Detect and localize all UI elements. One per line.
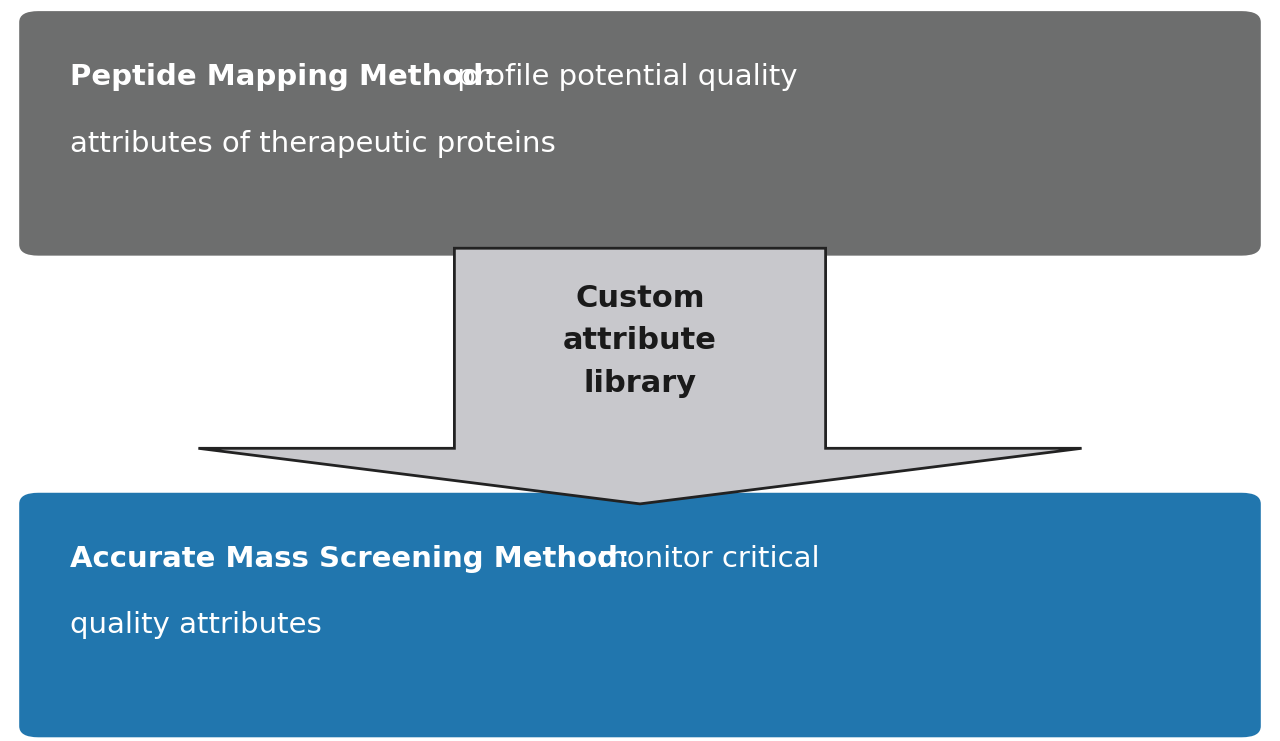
FancyBboxPatch shape	[19, 11, 1261, 256]
Text: monitor critical: monitor critical	[589, 545, 819, 573]
Text: quality attributes: quality attributes	[70, 611, 323, 639]
Text: profile potential quality: profile potential quality	[448, 63, 797, 91]
Polygon shape	[198, 248, 1082, 504]
Text: Accurate Mass Screening Method:: Accurate Mass Screening Method:	[70, 545, 630, 573]
Text: Peptide Mapping Method:: Peptide Mapping Method:	[70, 63, 495, 91]
FancyBboxPatch shape	[19, 493, 1261, 737]
Text: Custom
attribute
library: Custom attribute library	[563, 284, 717, 398]
Text: attributes of therapeutic proteins: attributes of therapeutic proteins	[70, 130, 556, 158]
